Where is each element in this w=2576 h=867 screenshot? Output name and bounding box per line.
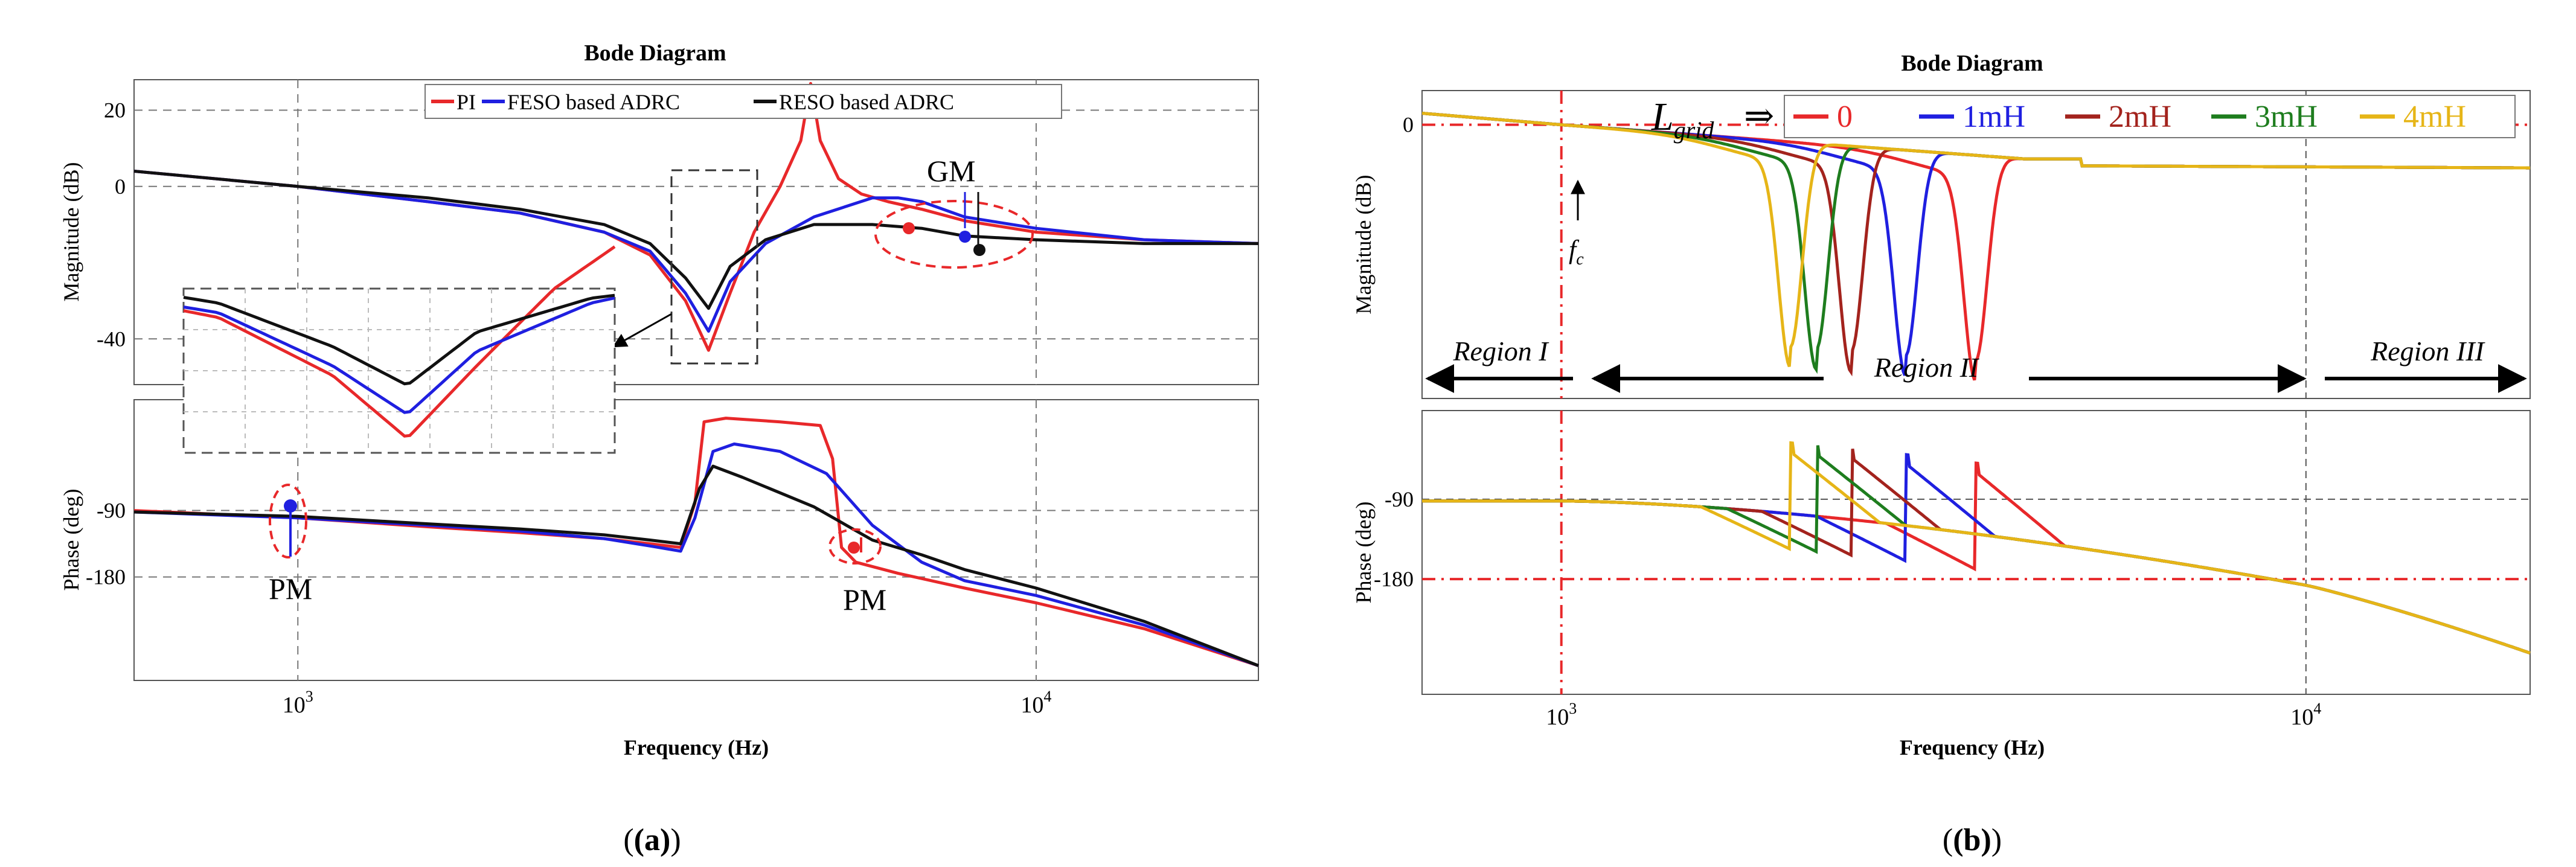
b-xtick-1: 104 [2290, 700, 2321, 730]
a-phase-series-2 [133, 464, 1259, 667]
panel-b-phase-grid [1422, 411, 2530, 694]
b-xtick-0: 103 [1546, 700, 1577, 730]
b-legend-label-1: 1mH [1962, 100, 2025, 134]
a-mag-ytick-2: -40 [97, 327, 126, 351]
a-phase-series-1 [133, 442, 1259, 667]
legend-arrow: ⇒ [1744, 96, 1774, 136]
inset-series-2 [183, 293, 615, 386]
a-mag-series-2 [133, 170, 1258, 310]
panel-b-y-tick-labels: 0 -90 -180 [1374, 113, 1414, 591]
b-legend-label-3: 3mH [2255, 100, 2318, 134]
b-phase-ytick-0: -90 [1385, 487, 1414, 511]
panel-b-mag-ylabel: Magnitude (dB) [1351, 175, 1376, 315]
zoom-inset-grid [184, 289, 615, 453]
pm-right-label: PM [843, 583, 886, 616]
panel-a-mag-ylabel: Magnitude (dB) [59, 162, 83, 302]
b-mag-series-4 [1421, 112, 2530, 368]
b-mag-series-3 [1421, 112, 2530, 374]
gm-point-feso [959, 231, 971, 243]
region-2-label: Region II [1874, 352, 1980, 383]
b-mag-series-2 [1421, 112, 2530, 377]
a-phase-ytick-1: -180 [86, 565, 126, 589]
panel-a-label: ((a)) [623, 823, 681, 857]
legend-label-pi: PI [457, 90, 476, 114]
gm-point-pi [903, 222, 915, 234]
zoom-arrow [612, 313, 672, 348]
panel-b: Bode Diagram 0 -90 -180 103 104 Magnitude (… [1351, 51, 2531, 857]
panel-b-x-tick-labels: 103 104 [1546, 700, 2321, 730]
panel-a-xlabel: Frequency (Hz) [624, 735, 769, 760]
b-legend-label-2: 2mH [2109, 100, 2171, 134]
legend-lgrid-label: Lgrid [1651, 95, 1714, 144]
pm-left-point [284, 499, 297, 513]
panel-b-phase-curves [1422, 441, 2531, 655]
panel-a-phase-plot-frame [133, 399, 1259, 681]
b-phase-series-4 [1422, 441, 2531, 655]
b-legend-label-4: 4mH [2403, 100, 2466, 134]
panel-a-mag-curves [133, 82, 1259, 352]
inset-series-0 [183, 245, 616, 438]
a-phase-ytick-0: -90 [97, 499, 126, 523]
panel-b-mag-curves [1421, 112, 2530, 381]
panel-a-phase-ylabel: Phase (deg) [59, 489, 83, 591]
pm-left-ellipse [269, 484, 307, 558]
b-mag-ytick-0: 0 [1403, 113, 1414, 137]
panel-a-title: Bode Diagram [584, 40, 726, 66]
zoom-inset-curves [183, 245, 616, 438]
panel-b-mag-plot-frame [1421, 90, 2531, 399]
b-phase-series-0 [1422, 461, 2531, 655]
panel-b-title: Bode Diagram [1901, 51, 2043, 76]
notch-highlight-box [670, 169, 758, 365]
inset-series-1 [183, 296, 615, 414]
a-mag-ytick-0: 20 [104, 98, 126, 123]
b-mag-series-0 [1421, 112, 2530, 381]
legend-label-reso: RESO based ADRC [779, 90, 954, 114]
panel-a-x-tick-labels: 103 104 [283, 688, 1052, 718]
panel-b-legend: Lgrid ⇒ 0 1mH 2mH 3mH 4mH [1651, 95, 2516, 144]
panel-a-mag-plot-frame [133, 79, 1259, 385]
a-xtick-0: 103 [283, 688, 313, 718]
panel-a-phase-curves [133, 417, 1259, 667]
panel-b-phase-plot-frame [1421, 410, 2531, 695]
b-mag-series-1 [1421, 112, 2530, 376]
pm-right-point [848, 542, 860, 554]
a-mag-ytick-1: 0 [115, 174, 126, 199]
zoom-inset [182, 245, 616, 454]
fc-label: fc [1569, 235, 1584, 269]
panel-a: Bode Diagram 20 0 -40 -90 -180 103 104 Magnit… [59, 40, 1259, 857]
gm-point-reso [973, 244, 985, 256]
region-1-label: Region I [1452, 336, 1549, 366]
legend-label-feso: FESO based ADRC [507, 90, 680, 114]
panel-a-legend: PI FESO based ADRC RESO based ADRC [425, 84, 1062, 119]
region-3-label: Region III [2370, 336, 2485, 366]
pm-left-label: PM [269, 572, 312, 606]
panel-b-legend-items: 0 1mH 2mH 3mH 4mH [1793, 100, 2466, 134]
pm-right-ellipse [828, 528, 882, 565]
gm-label: GM [927, 154, 976, 188]
panel-b-label: ((b)) [1943, 823, 2002, 857]
panel-b-phase-ylabel: Phase (deg) [1351, 502, 1376, 604]
panel-b-xlabel: Frequency (Hz) [1900, 735, 2045, 760]
b-phase-ytick-1: -180 [1374, 567, 1414, 591]
panel-a-y-tick-labels: 20 0 -40 -90 -180 [86, 98, 126, 589]
region-annotations: Region I Region II Region III [1425, 336, 2527, 393]
b-legend-label-0: 0 [1837, 100, 1853, 134]
a-xtick-1: 104 [1020, 688, 1051, 718]
a-mag-series-1 [133, 170, 1259, 333]
gm-ellipse [874, 200, 1034, 269]
